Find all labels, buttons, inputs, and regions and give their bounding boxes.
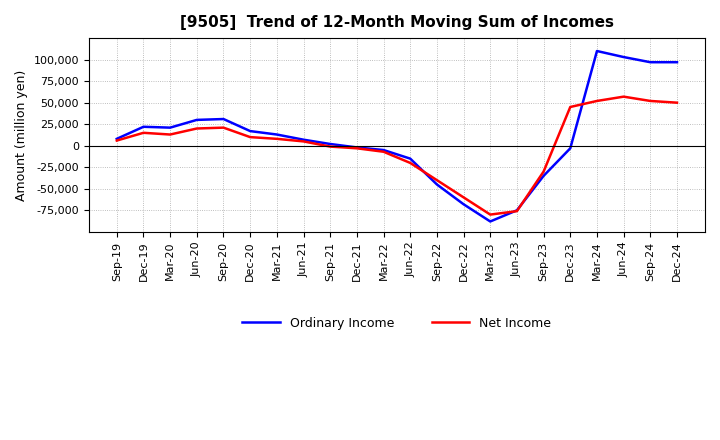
Ordinary Income [593,48,601,54]
Ordinary Income [326,141,335,147]
Net Income [619,94,628,99]
Line: Ordinary Income: Ordinary Income [117,51,677,221]
Ordinary Income [672,59,681,65]
Ordinary Income [273,132,282,137]
Net Income [539,169,548,174]
Net Income [192,126,201,131]
Ordinary Income [619,55,628,60]
Net Income [672,100,681,105]
Y-axis label: Amount (million yen): Amount (million yen) [15,70,28,201]
Ordinary Income [459,202,468,207]
Net Income [379,149,388,154]
Ordinary Income [539,173,548,179]
Net Income [139,130,148,136]
Ordinary Income [513,208,521,213]
Net Income [246,135,254,140]
Net Income [112,138,121,143]
Net Income [326,144,335,149]
Ordinary Income [486,219,495,224]
Ordinary Income [112,136,121,142]
Ordinary Income [566,146,575,151]
Title: [9505]  Trend of 12-Month Moving Sum of Incomes: [9505] Trend of 12-Month Moving Sum of I… [180,15,614,30]
Ordinary Income [300,137,308,142]
Net Income [486,212,495,217]
Ordinary Income [646,59,654,65]
Ordinary Income [246,128,254,134]
Ordinary Income [406,156,415,161]
Net Income [273,136,282,142]
Ordinary Income [219,117,228,122]
Net Income [646,98,654,103]
Net Income [593,98,601,103]
Net Income [459,195,468,200]
Ordinary Income [192,117,201,122]
Ordinary Income [379,147,388,153]
Net Income [566,104,575,110]
Ordinary Income [353,145,361,150]
Net Income [166,132,174,137]
Line: Net Income: Net Income [117,97,677,215]
Legend: Ordinary Income, Net Income: Ordinary Income, Net Income [238,312,557,335]
Net Income [406,160,415,165]
Net Income [219,125,228,130]
Net Income [513,209,521,214]
Ordinary Income [139,124,148,129]
Net Income [433,177,441,183]
Ordinary Income [166,125,174,130]
Net Income [353,146,361,151]
Net Income [300,139,308,144]
Ordinary Income [433,182,441,187]
